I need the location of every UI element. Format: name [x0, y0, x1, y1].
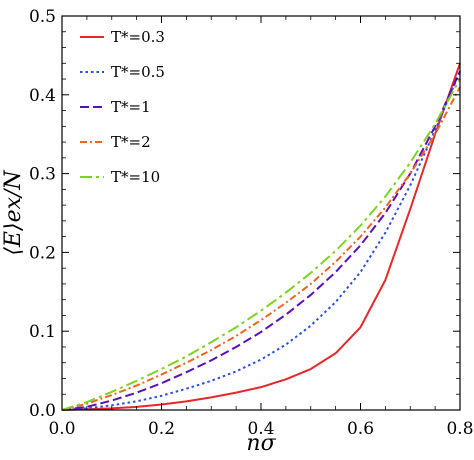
series-line-1 — [61, 62, 461, 411]
series-line-5 — [61, 78, 461, 411]
legend-label-4: T*=2 — [111, 133, 151, 151]
plot-area — [61, 62, 461, 411]
series-line-2 — [61, 70, 461, 411]
legend-label-3: T*=1 — [111, 98, 151, 116]
y-tick-label: 0.2 — [29, 243, 56, 263]
series-line-3 — [61, 70, 461, 411]
y-tick-label: 0.1 — [29, 322, 56, 342]
x-tick-label: 0.6 — [347, 419, 374, 439]
x-axis-title: nσ — [246, 431, 276, 456]
x-tick-label: 0.4 — [247, 419, 274, 439]
series-line-4 — [61, 86, 461, 411]
y-axis-title: ⟨E⟩ex/N — [1, 170, 26, 256]
legend-label-1: T*=0.3 — [111, 28, 165, 46]
y-tick-label: 0.5 — [29, 7, 56, 27]
y-tick-label: 0.4 — [29, 86, 56, 106]
y-tick-label: 0.3 — [29, 165, 56, 185]
legend-label-5: T*=10 — [111, 168, 160, 186]
legend-label-2: T*=0.5 — [111, 63, 165, 81]
legend: T*=0.3 T*=0.5 T*=1 T*=2 T*=10 — [80, 28, 165, 186]
x-tick-label: 0.8 — [446, 419, 473, 439]
x-tick-label: 0.2 — [148, 419, 175, 439]
y-tick-label: 0.0 — [29, 401, 56, 421]
x-tick-label: 0.0 — [48, 419, 75, 439]
axes: 0.0 0.2 0.4 0.6 0.8 0.0 0.1 0.2 0.3 0.4 0.5 — [29, 7, 474, 439]
